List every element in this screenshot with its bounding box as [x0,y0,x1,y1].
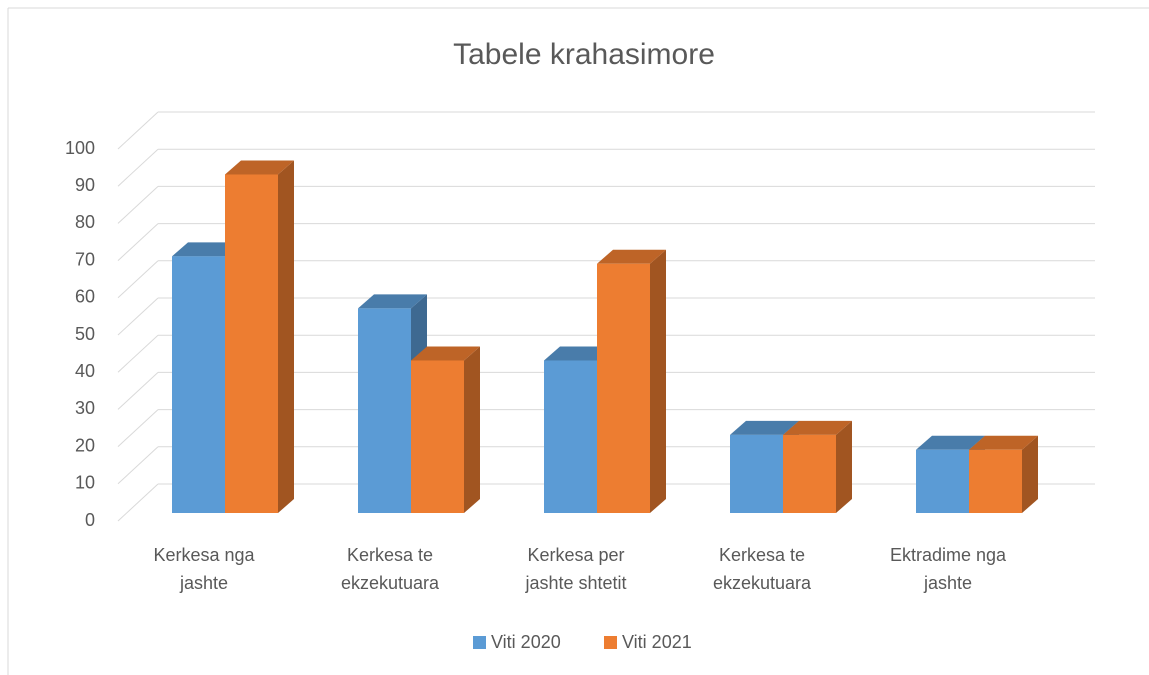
bar-top [730,420,799,435]
bar [225,174,278,514]
bar [411,360,464,513]
bar [172,256,225,513]
bar [730,434,783,513]
bar [783,434,836,513]
y-tick-label: 80 [75,212,95,232]
bar-side [650,249,666,513]
grid-line [117,186,159,224]
bar-top [411,346,480,361]
bar-side [1022,435,1038,513]
y-tick-label: 50 [75,324,95,344]
y-tick-label: 90 [75,175,95,195]
grid-line [117,111,159,150]
bar-top [916,435,985,450]
y-tick-label: 0 [85,510,95,530]
y-tick-label: 10 [75,473,95,493]
bar-top [783,420,852,435]
legend-label: Viti 2020 [491,632,561,652]
grid-line [117,372,159,410]
grid-line [117,446,159,485]
grid-line [117,483,159,522]
bar-side [836,420,852,513]
grid-line [117,409,159,447]
bar-top [358,294,427,309]
bar [916,449,969,513]
y-tick-label: 30 [75,398,95,418]
x-tick-label: Ektradime nga jashte [889,545,1007,593]
grid-line [117,223,159,261]
bar-side [278,160,294,514]
bar [597,263,650,513]
legend-label: Viti 2021 [622,632,692,652]
bar-top [225,160,294,175]
x-tick-label: Kerkesa nga jashte [153,545,255,593]
legend-swatch [473,636,486,649]
grid-line [117,334,159,373]
y-tick-label: 60 [75,287,95,307]
bar [358,308,411,513]
bar [969,449,1022,513]
bar-top [597,249,666,264]
y-tick-label: 70 [75,249,95,269]
grid-line [117,297,159,336]
chart-title: Tabele krahasimore [453,38,715,71]
bar [544,360,597,513]
legend-swatch [604,636,617,649]
bar-top [544,346,613,361]
x-tick-label: Kerkesa te ekzekutuara [340,545,440,593]
grid-line [117,148,159,187]
y-tick-label: 100 [65,138,95,158]
y-tick-label: 20 [75,435,95,455]
x-tick-label: Kerkesa te ekzekutuara [712,545,812,593]
bar-top [172,242,241,257]
x-tick-label: Kerkesa per jashte shtetit [525,545,627,593]
grid-line [117,260,159,299]
bar-top [969,435,1038,450]
bar-side [464,346,480,513]
y-tick-label: 40 [75,361,95,381]
